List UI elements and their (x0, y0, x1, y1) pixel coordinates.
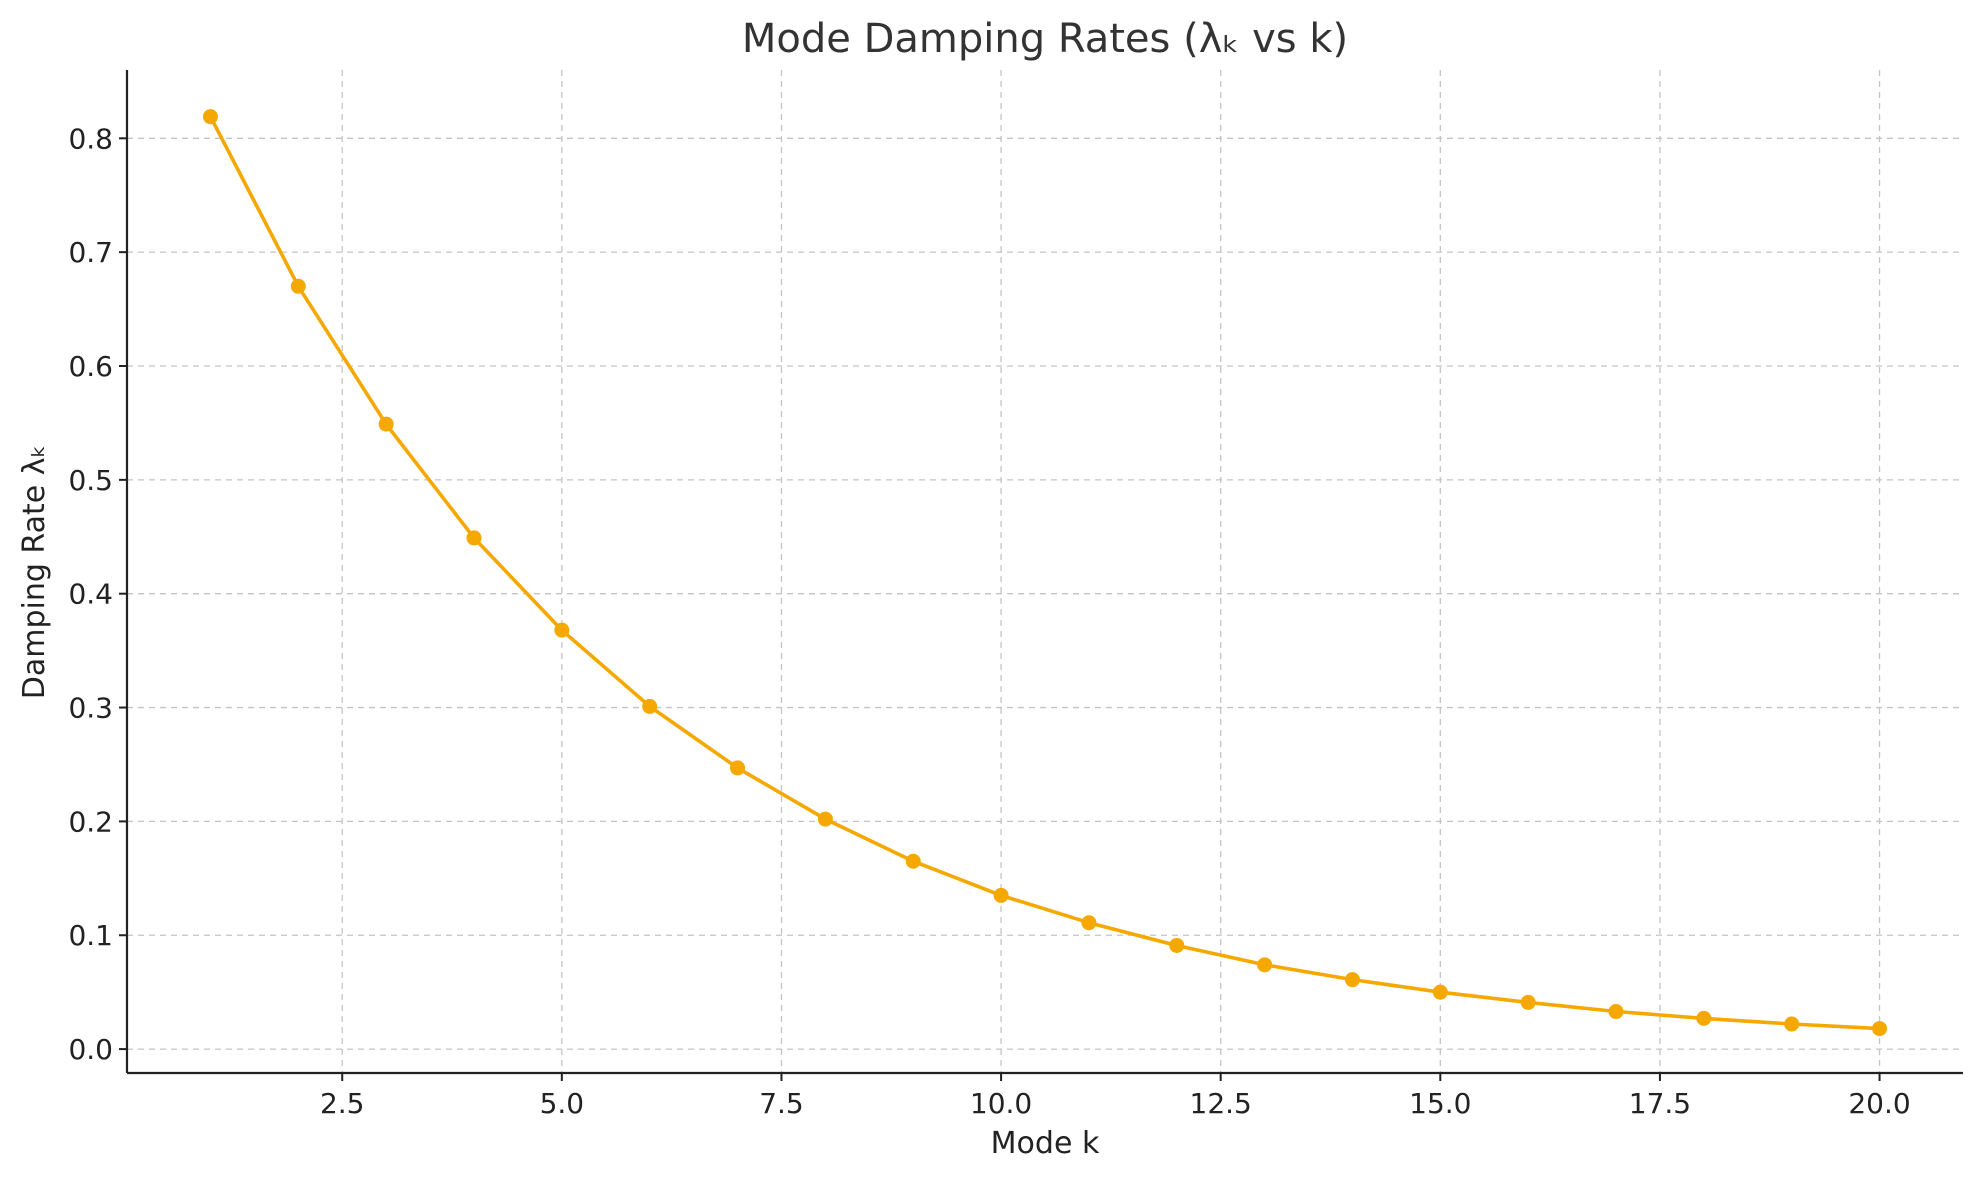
data-point (1520, 994, 1536, 1010)
y-axis-label: Damping Rate λₖ (17, 445, 52, 700)
data-point (1081, 915, 1097, 931)
data-point (993, 887, 1009, 903)
data-point (730, 760, 746, 776)
data-point (554, 622, 570, 638)
series (202, 109, 1888, 1037)
axes (125, 70, 1963, 1075)
data-point (378, 416, 394, 432)
y-tick-label: 0.4 (68, 578, 113, 611)
data-point (1608, 1004, 1624, 1020)
y-tick-label: 0.2 (68, 805, 113, 838)
data-point (1257, 957, 1273, 973)
x-tick-label: 17.5 (1629, 1087, 1691, 1120)
x-tick-label: 5.0 (540, 1087, 585, 1120)
x-tick-label: 10.0 (970, 1087, 1032, 1120)
y-tick-label: 0.8 (68, 122, 113, 155)
data-point (1696, 1010, 1712, 1026)
data-point (290, 278, 306, 294)
data-point (1784, 1016, 1800, 1032)
y-tick-label: 0.1 (68, 919, 113, 952)
y-tick-label: 0.5 (68, 464, 113, 497)
x-tick-label: 12.5 (1190, 1087, 1252, 1120)
x-tick-label: 7.5 (759, 1087, 804, 1120)
data-point (817, 811, 833, 827)
y-tick-label: 0.6 (68, 350, 113, 383)
x-tick-label: 20.0 (1848, 1087, 1910, 1120)
grid (127, 70, 1963, 1073)
chart-title: Mode Damping Rates (λₖ vs k) (742, 16, 1348, 62)
data-point (1432, 984, 1448, 1000)
x-tick-label: 2.5 (320, 1087, 365, 1120)
ticks: 2.5 5.0 7.5 10.0 12.5 15.0 17.5 20.0 0.0 0.1 0.2 0.… (68, 122, 1910, 1120)
y-tick-label: 0.0 (68, 1033, 113, 1066)
series-line (208, 114, 1882, 1031)
y-tick-label: 0.3 (68, 692, 113, 725)
x-axis-label: Mode k (991, 1126, 1100, 1161)
y-tick-label: 0.7 (68, 236, 113, 269)
data-point (1344, 972, 1360, 988)
data-point (1872, 1021, 1888, 1037)
x-tick-label: 15.0 (1409, 1087, 1471, 1120)
data-point (202, 109, 218, 125)
data-point (466, 530, 482, 546)
data-point (905, 853, 921, 869)
data-point (1169, 937, 1185, 953)
data-point (642, 698, 658, 714)
